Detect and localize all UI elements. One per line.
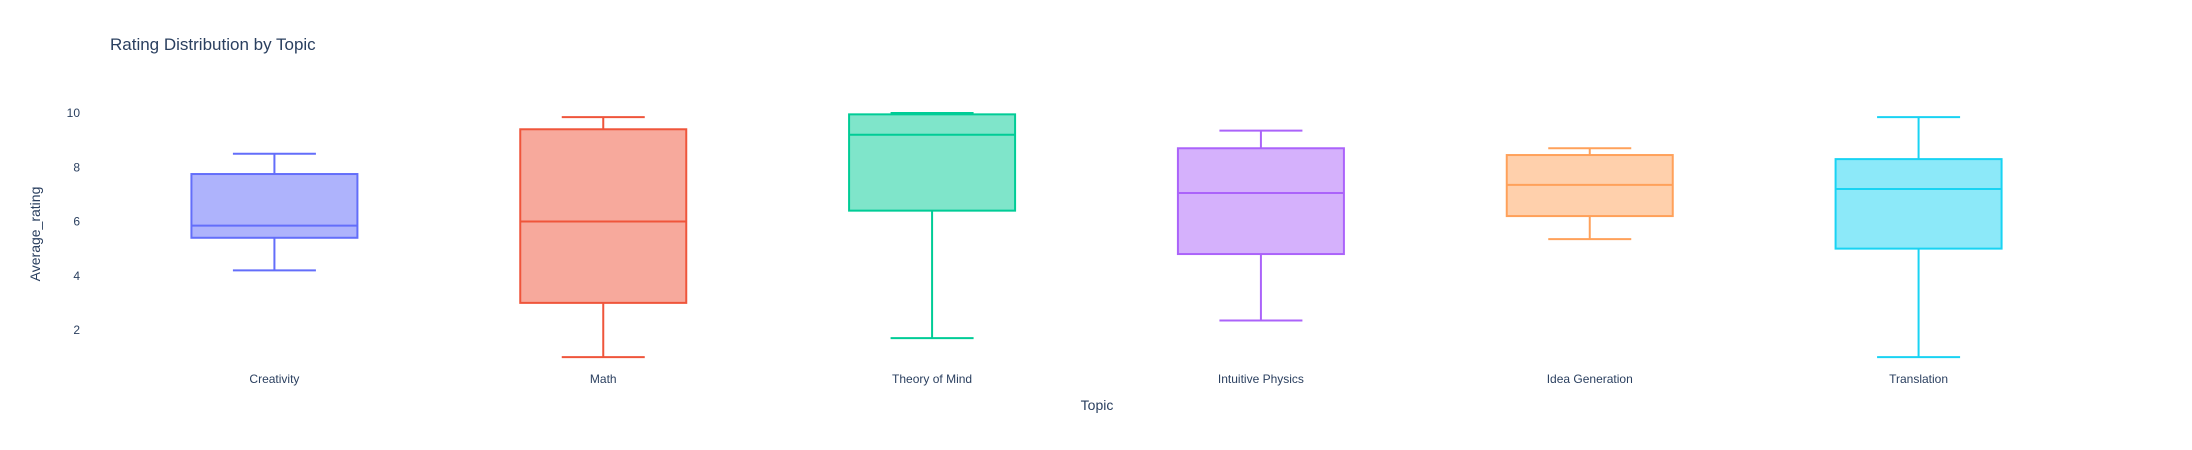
x-axis-title: Topic xyxy=(1081,397,1114,413)
x-tick-label: Math xyxy=(590,372,617,386)
y-axis-title: Average_rating xyxy=(27,187,43,282)
x-tick-label: Idea Generation xyxy=(1547,372,1633,386)
iqr-box xyxy=(190,173,359,239)
y-tick-label: 2 xyxy=(73,323,80,337)
box-theory-of-mind xyxy=(848,112,1017,340)
y-tick-label: 10 xyxy=(67,106,81,120)
chart-title: Rating Distribution by Topic xyxy=(110,35,316,54)
x-tick-label: Theory of Mind xyxy=(892,372,972,386)
iqr-box xyxy=(519,128,688,304)
x-tick-label: Intuitive Physics xyxy=(1218,372,1304,386)
y-tick-label: 8 xyxy=(73,160,80,174)
box-intuitive-physics xyxy=(1176,129,1345,322)
y-tick-label: 6 xyxy=(73,215,80,229)
iqr-box xyxy=(1834,158,2003,250)
x-tick-label: Creativity xyxy=(249,372,299,386)
y-axis-ticks: 2 4 6 8 10 xyxy=(67,106,81,337)
box-series-group xyxy=(190,112,2003,359)
box-idea-generation xyxy=(1505,147,1674,241)
iqr-box xyxy=(1176,147,1345,256)
y-tick-label: 4 xyxy=(73,269,80,283)
box-creativity xyxy=(190,152,359,272)
iqr-box xyxy=(848,113,1017,212)
box-math xyxy=(519,116,688,359)
x-axis-ticks: Creativity Math Theory of Mind Intuitive Ph… xyxy=(249,372,1948,386)
box-translation xyxy=(1834,116,2003,359)
x-tick-label: Translation xyxy=(1889,372,1948,386)
